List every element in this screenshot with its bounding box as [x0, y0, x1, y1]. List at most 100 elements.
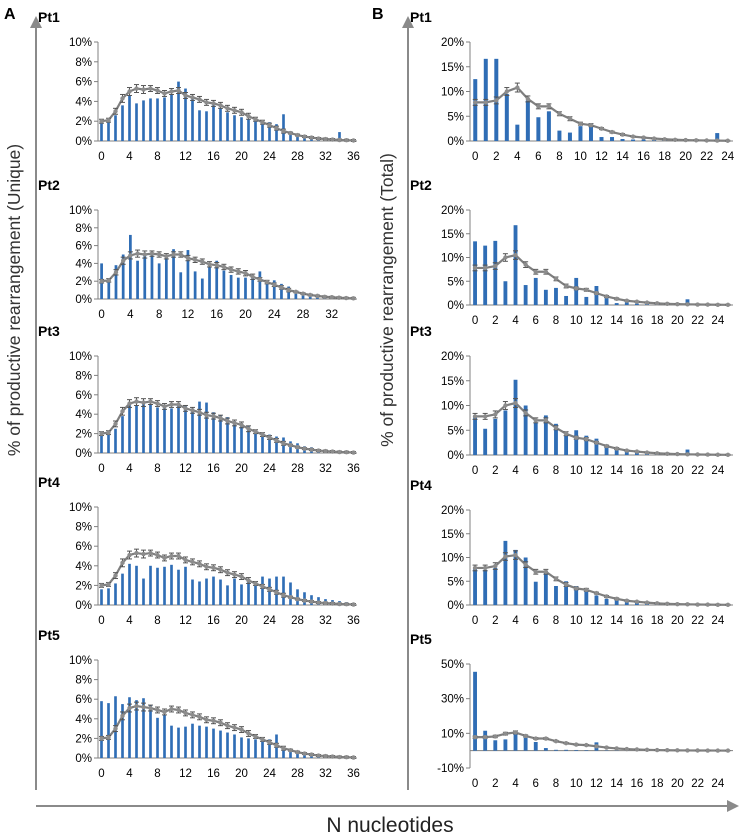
mean-point	[295, 444, 300, 450]
mean-point	[293, 289, 299, 295]
y-tick-label: 8%	[75, 57, 92, 69]
y-tick-label: 15%	[441, 376, 464, 388]
mean-point	[239, 574, 244, 579]
x-tick-label: 12	[182, 309, 195, 321]
mean-point	[563, 283, 569, 289]
mean-point	[337, 601, 342, 607]
x-tick-label: 12	[179, 151, 192, 163]
mean-point	[654, 451, 660, 456]
mean-point	[176, 707, 181, 713]
x-tick-label: 8	[154, 151, 160, 163]
mean-point	[246, 426, 251, 431]
mean-point	[584, 436, 589, 442]
bar	[268, 434, 271, 453]
bar	[247, 119, 250, 141]
bar	[513, 225, 518, 305]
bar	[184, 566, 187, 605]
mean-point	[232, 725, 237, 730]
y-tick-label: 15%	[441, 62, 464, 74]
bar	[564, 749, 569, 751]
mean-point	[99, 583, 104, 588]
x-tick-label: 20	[235, 151, 248, 163]
x-tick-label: 22	[700, 151, 713, 163]
bar	[219, 108, 222, 141]
bar	[503, 739, 508, 751]
mean-point	[665, 301, 670, 307]
x-tick-label: 12	[590, 315, 603, 327]
bar	[584, 750, 589, 751]
y-tick-label: 4%	[75, 96, 92, 108]
mean-point	[272, 282, 277, 287]
mean-point	[99, 736, 104, 741]
bar	[107, 588, 110, 605]
y-tick-label: 0%	[75, 753, 92, 765]
bar	[280, 283, 283, 299]
mean-point	[322, 294, 327, 299]
bar	[493, 567, 498, 605]
mean-point	[127, 89, 132, 94]
mean-point	[309, 752, 314, 757]
mean-point	[204, 717, 209, 722]
y-tick-label: 10%	[69, 205, 92, 217]
mean-point	[533, 736, 538, 741]
bar	[100, 589, 103, 605]
mean-point	[329, 295, 335, 300]
bar	[233, 734, 236, 758]
bar	[226, 112, 229, 141]
mean-point	[482, 734, 488, 740]
bar	[594, 438, 599, 455]
mean-point	[624, 746, 629, 752]
x-tick-label: 24	[711, 615, 724, 627]
bar	[233, 578, 236, 605]
mean-point	[654, 301, 660, 306]
mean-point	[609, 129, 615, 135]
mean-point	[344, 295, 349, 301]
mean-point	[211, 565, 216, 570]
mean-point	[662, 137, 667, 142]
mean-point	[604, 594, 609, 599]
x-tick-label: 12	[179, 463, 192, 475]
mean-point	[594, 744, 599, 749]
mean-point	[127, 401, 132, 406]
bar	[503, 410, 508, 455]
x-tick-label: 18	[651, 315, 664, 327]
x-tick-label: 2	[492, 615, 498, 627]
bar	[546, 111, 551, 141]
y-tick-label: 0%	[447, 450, 464, 462]
bar	[282, 114, 285, 141]
mean-point	[316, 753, 321, 758]
mean-point	[594, 590, 599, 596]
mean-point	[218, 567, 223, 572]
mean-point	[705, 452, 710, 457]
bar	[157, 263, 161, 299]
mean-point	[725, 452, 731, 458]
x-tick-label: 0	[472, 778, 478, 790]
mean-point	[513, 730, 518, 735]
x-tick-label: 32	[319, 768, 332, 780]
y-tick-label: 10%	[69, 655, 92, 667]
chart-title: Pt1	[38, 9, 60, 25]
bar	[149, 98, 152, 141]
bar	[584, 588, 589, 605]
bar	[236, 277, 240, 299]
bar	[473, 671, 477, 751]
bar	[226, 585, 229, 605]
x-tick-label: 36	[347, 463, 360, 475]
bar	[275, 436, 278, 453]
x-tick-label: 8	[553, 778, 559, 790]
y-tick-label: 10%	[441, 401, 464, 413]
mean-point	[553, 576, 559, 582]
y-tick-label: 8%	[75, 522, 92, 534]
mean-point	[336, 295, 342, 300]
mean-point	[99, 431, 104, 436]
bar	[205, 726, 208, 758]
bar	[515, 124, 520, 141]
bar	[100, 121, 103, 141]
bar	[574, 430, 579, 455]
y-tick-label: 0%	[75, 294, 92, 306]
mean-point	[257, 277, 263, 282]
mean-point	[267, 740, 272, 745]
mean-point	[176, 402, 181, 407]
bar	[554, 749, 558, 751]
